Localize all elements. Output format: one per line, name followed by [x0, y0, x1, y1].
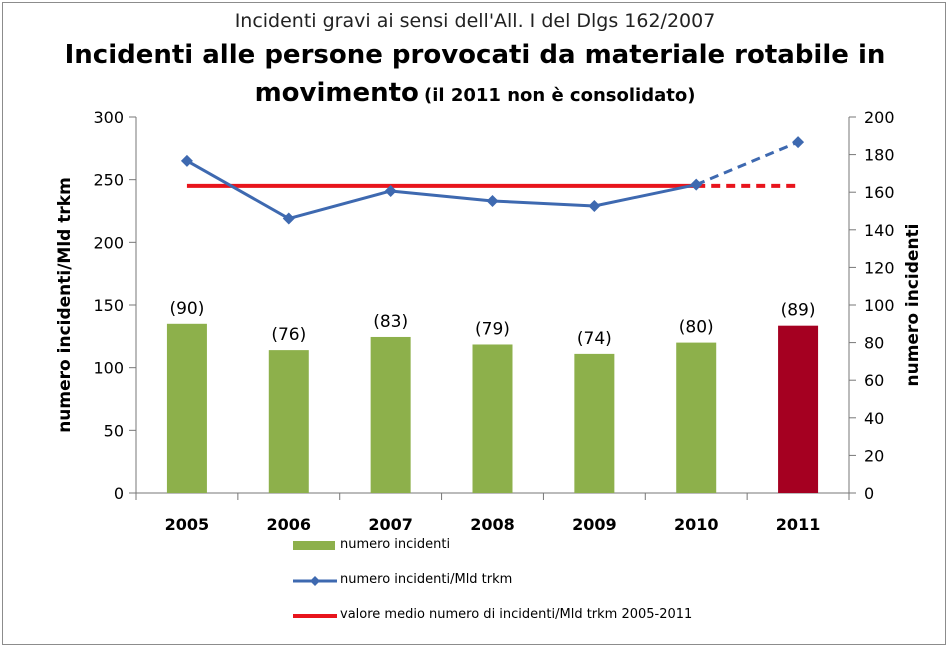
- y-right-tick-label: 0: [864, 484, 874, 503]
- x-tick-label: 2006: [267, 515, 312, 534]
- legend-swatch-bars: [293, 541, 335, 550]
- y-axis-left-label: numero incidenti/Mld trkm: [55, 177, 75, 433]
- chart-title-line2: movimento (il 2011 non è consolidato): [0, 78, 950, 108]
- bar: [574, 353, 615, 493]
- rate-marker: [282, 212, 295, 225]
- bar: [370, 336, 411, 493]
- bar: [268, 350, 309, 493]
- bar-data-label: (74): [577, 329, 612, 349]
- rate-marker: [180, 154, 193, 167]
- y-right-tick-label: 60: [864, 371, 884, 390]
- chart-title-note: (il 2011 non è consolidato): [424, 85, 696, 106]
- y-right-tick-label: 80: [864, 334, 884, 353]
- rate-line-projected: [695, 140, 799, 187]
- y-right-tick-label: 200: [864, 108, 895, 127]
- y-right-tick-label: 100: [864, 296, 895, 315]
- y-right-tick-label: 20: [864, 446, 884, 465]
- chart-title-line1: Incidenti alle persone provocati da mate…: [64, 40, 886, 70]
- y-left-tick-label: 50: [104, 421, 124, 440]
- bar-data-label: (90): [169, 299, 204, 319]
- chart-subtitle: Incidenti gravi ai sensi dell'All. I del…: [234, 10, 716, 32]
- x-tick-label: 2005: [165, 515, 210, 534]
- y-right-tick-label: 120: [864, 258, 895, 277]
- x-tick-label: 2011: [776, 515, 821, 534]
- rate-marker: [384, 184, 397, 197]
- y-left-tick-label: 100: [93, 359, 124, 378]
- legend-label-average-line: valore medio numero di incidenti/Mld trk…: [340, 607, 693, 622]
- legend-label-rate-line: numero incidenti/Mld trkm: [340, 572, 513, 587]
- x-tick-label: 2007: [368, 515, 413, 534]
- rate-line: [186, 159, 697, 221]
- bar: [166, 323, 207, 493]
- y-right-tick-label: 140: [864, 221, 895, 240]
- rate-marker: [792, 136, 805, 149]
- bar-data-label: (80): [679, 318, 714, 338]
- legend-swatch-rate-marker: [310, 576, 320, 586]
- y-axis-right-label: numero incidenti: [903, 223, 923, 386]
- y-left-tick-label: 200: [93, 233, 124, 252]
- rate-marker: [486, 194, 499, 207]
- chart-title-main: movimento: [254, 78, 419, 108]
- y-left-tick-label: 0: [114, 484, 124, 503]
- bar-data-label: (89): [781, 301, 816, 321]
- bar: [778, 325, 819, 493]
- bar-data-label: (83): [373, 312, 408, 332]
- legend-label-bars: numero incidenti: [340, 537, 451, 552]
- y-right-tick-label: 160: [864, 183, 895, 202]
- x-tick-label: 2010: [674, 515, 719, 534]
- x-tick-label: 2008: [470, 515, 515, 534]
- bar: [472, 344, 513, 493]
- bar-data-label: (79): [475, 319, 510, 339]
- y-left-tick-label: 250: [93, 171, 124, 190]
- y-right-tick-label: 40: [864, 409, 884, 428]
- bar-data-label: (76): [271, 325, 306, 345]
- y-right-tick-label: 180: [864, 146, 895, 165]
- bar: [676, 342, 717, 493]
- y-left-tick-label: 150: [93, 296, 124, 315]
- x-tick-label: 2009: [572, 515, 617, 534]
- rate-marker: [690, 178, 703, 191]
- y-left-tick-label: 300: [93, 108, 124, 127]
- rate-marker: [588, 199, 601, 212]
